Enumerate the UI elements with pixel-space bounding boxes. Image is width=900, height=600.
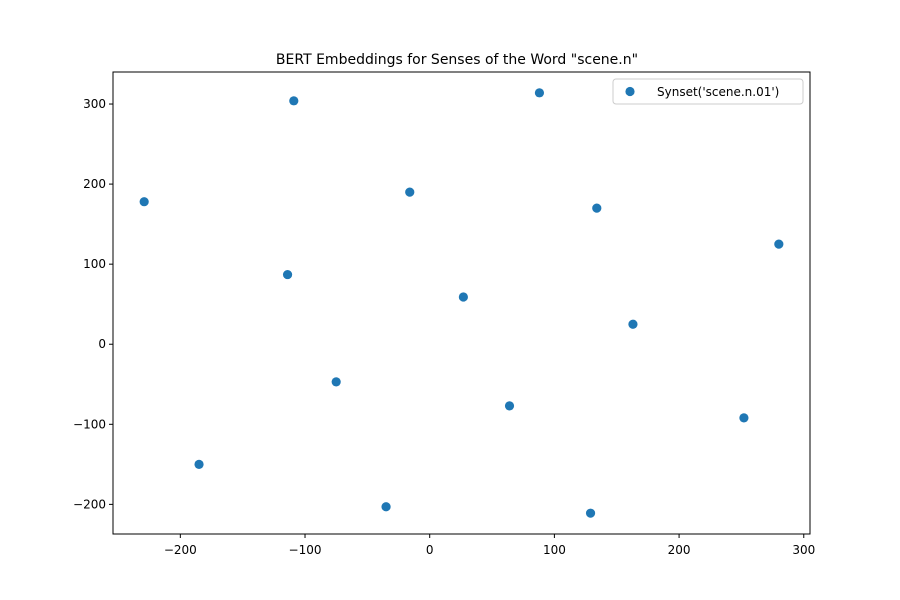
chart-title: BERT Embeddings for Senses of the Word "… — [276, 52, 638, 68]
legend-label: Synset('scene.n.01') — [657, 85, 779, 99]
x-tick-label: 300 — [792, 543, 815, 557]
y-tick-label: 200 — [83, 177, 106, 191]
x-tick-label: 200 — [668, 543, 691, 557]
data-point — [504, 401, 515, 411]
data-point — [628, 319, 638, 329]
data-point — [739, 413, 749, 423]
y-tick-label: −100 — [73, 417, 106, 431]
y-tick-label: −200 — [73, 497, 106, 511]
x-axis-ticks: −200 −100 0 100 200 300 — [164, 534, 815, 557]
data-point — [458, 292, 468, 302]
data-point — [592, 203, 602, 213]
x-tick-label: 0 — [426, 543, 434, 557]
data-point — [331, 377, 341, 387]
data-point — [774, 239, 784, 249]
y-axis-ticks: −200 −100 0 100 200 300 — [73, 97, 113, 511]
data-points — [139, 88, 784, 518]
axes-frame — [112, 71, 811, 535]
y-tick-label: 300 — [83, 97, 106, 111]
data-point — [381, 502, 391, 512]
plot-area — [112, 71, 811, 535]
x-tick-label: −100 — [289, 543, 322, 557]
data-point — [585, 508, 596, 518]
data-point — [282, 269, 293, 280]
data-point — [289, 96, 299, 106]
legend-marker — [625, 86, 635, 97]
y-tick-label: 100 — [83, 257, 106, 271]
x-tick-label: 100 — [543, 543, 566, 557]
data-point — [534, 88, 545, 98]
y-tick-label: 0 — [98, 337, 106, 351]
data-point — [139, 197, 149, 207]
legend: Synset('scene.n.01') — [612, 78, 804, 105]
data-point — [194, 459, 204, 469]
legend-box — [612, 78, 804, 105]
x-tick-label: −200 — [164, 543, 197, 557]
data-point — [405, 187, 415, 197]
